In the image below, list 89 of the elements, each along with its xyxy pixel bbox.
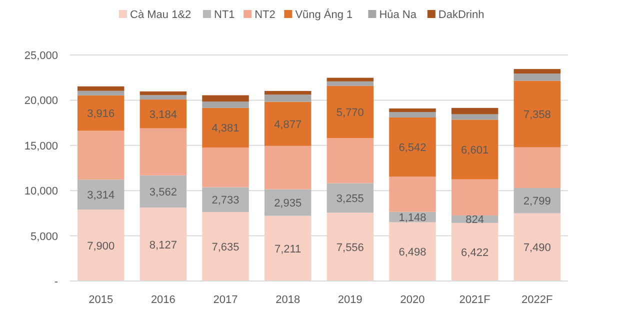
bar (326, 86, 374, 138)
bar (264, 94, 312, 102)
bar (77, 90, 124, 96)
bar (202, 102, 249, 108)
data-label: 3,314 (87, 190, 115, 202)
bar (326, 183, 374, 213)
x-tick-label: 2019 (338, 294, 362, 306)
legend-label: Vũng Áng 1 (295, 8, 353, 21)
legend-label: Hủa Na (379, 9, 418, 21)
data-label: 7,358 (523, 109, 551, 122)
bar (202, 187, 249, 212)
data-label: 2,935 (274, 198, 302, 210)
x-tick-label: 2021F (459, 294, 491, 306)
bar (389, 117, 436, 177)
bar (202, 108, 249, 148)
data-label: 6,601 (461, 144, 489, 156)
data-label: 6,498 (398, 246, 426, 259)
bar (514, 147, 561, 188)
bar (202, 147, 249, 188)
data-label: 6,422 (461, 246, 489, 259)
bar (514, 74, 561, 81)
bar (389, 222, 436, 281)
legend-label: DakDrinh (438, 9, 484, 21)
y-tick-label: 15,000 (24, 140, 58, 152)
bar (514, 80, 561, 148)
y-tick-label: 20,000 (24, 95, 58, 108)
bar (264, 216, 312, 281)
bar (514, 188, 561, 214)
bar (326, 212, 374, 281)
bar (140, 91, 187, 96)
bar (77, 130, 124, 180)
y-tick-label: 10,000 (24, 186, 58, 198)
bar (451, 222, 498, 281)
bar (140, 208, 187, 281)
bar (264, 189, 312, 216)
bar (77, 180, 124, 210)
data-label: 3,255 (336, 192, 364, 205)
bar (389, 112, 436, 118)
bar (264, 102, 312, 146)
data-label: 3,916 (87, 108, 115, 120)
bar (389, 176, 436, 212)
bar (77, 95, 124, 131)
data-label: 7,635 (212, 241, 240, 254)
data-label: 3,562 (149, 186, 177, 198)
x-tick-label: 2016 (150, 294, 176, 306)
x-tick-label: 2017 (213, 294, 238, 306)
bar (202, 95, 249, 102)
data-label: 6,542 (398, 142, 426, 154)
bar (451, 120, 498, 180)
data-label: 5,770 (336, 106, 364, 119)
bar (389, 108, 436, 112)
bar (451, 179, 498, 216)
bar (514, 213, 561, 281)
bar (77, 210, 124, 281)
bar (514, 69, 561, 74)
bar (140, 95, 187, 100)
data-label: 3,184 (149, 108, 177, 121)
y-tick-label: 5,000 (30, 230, 58, 243)
bar (140, 100, 187, 128)
bar (451, 114, 498, 120)
bar (140, 128, 187, 176)
bar (326, 138, 374, 184)
x-tick-label: 2018 (276, 294, 300, 306)
data-label: 2,799 (523, 196, 551, 208)
bar (77, 86, 124, 91)
legend-label: Cà Mau 1&2 (130, 9, 192, 21)
data-label: 7,490 (523, 242, 551, 254)
data-label: 2,733 (212, 194, 240, 207)
legend-label: NT2 (254, 9, 276, 21)
y-tick-label: 25,000 (24, 50, 58, 62)
bar (140, 175, 187, 208)
bar (264, 146, 312, 190)
data-label: 7,211 (274, 243, 302, 256)
data-label: 7,556 (336, 242, 364, 254)
x-tick-label: 2015 (88, 294, 114, 306)
bar (326, 78, 374, 82)
data-label: 4,877 (274, 118, 302, 131)
data-label: 4,381 (212, 122, 240, 135)
bar (451, 108, 498, 114)
data-label: 8,127 (149, 239, 177, 252)
legend-label: NT1 (214, 9, 235, 21)
bar (264, 90, 312, 95)
data-label: 7,900 (87, 240, 115, 252)
y-tick-label: - (54, 276, 58, 288)
x-tick-label: 2020 (400, 294, 425, 306)
data-label: 1,148 (398, 212, 426, 224)
bar (202, 212, 249, 281)
bar (326, 81, 374, 86)
x-tick-label: 2022F (522, 294, 554, 306)
